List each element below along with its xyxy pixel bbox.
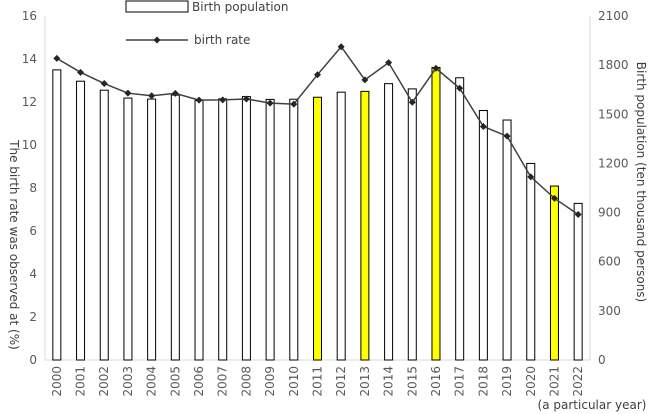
bar	[478, 110, 488, 361]
bar	[360, 90, 370, 361]
birth-rate-point	[550, 194, 558, 202]
x-tick-label: 2003	[121, 366, 135, 397]
right-axis-title: Birth population (ten thousand persons)	[634, 62, 648, 302]
bar	[431, 66, 441, 361]
bar	[76, 80, 86, 361]
birth-rate-point	[432, 64, 440, 72]
bar	[455, 77, 465, 361]
birth-rate-point	[361, 76, 369, 84]
birth-rate-point	[148, 92, 156, 100]
bar	[218, 98, 228, 361]
birth-rate-point	[408, 98, 416, 106]
right-tick-label: 600	[598, 255, 621, 269]
right-tick-label: 1500	[598, 107, 629, 121]
x-tick-label: 2001	[74, 366, 88, 397]
birth-rate-point	[53, 54, 61, 62]
legend: Birth population birth rate	[125, 0, 288, 47]
left-tick-label: 10	[22, 138, 37, 152]
x-tick-label: 2018	[476, 366, 490, 397]
birth-rate-point	[195, 96, 203, 104]
labels-layer: 0 2 4 6 8 10 12 14 16 0 300 600 900 1200 1500 1800 2100 2…	[22, 9, 629, 397]
x-tick-label: 2005	[168, 366, 182, 397]
x-tick-label: 2004	[145, 366, 159, 397]
birth-rate-point	[100, 80, 108, 88]
left-tick-label: 16	[22, 9, 37, 23]
birth-rate-point	[77, 68, 85, 76]
bar	[313, 96, 322, 361]
legend-swatch-birth-population	[125, 0, 189, 13]
birth-rate-point	[266, 99, 274, 107]
birth-rate-point	[124, 89, 132, 97]
bars-layer	[52, 66, 583, 361]
bar	[194, 100, 204, 361]
bar	[289, 98, 299, 361]
birth-rate-point	[456, 84, 464, 92]
bar	[526, 162, 536, 361]
x-tick-label: 2007	[216, 366, 230, 397]
x-tick-label: 2008	[239, 366, 253, 397]
birth-rate-point	[503, 132, 511, 140]
bar	[384, 83, 394, 361]
line-layer	[53, 43, 582, 218]
legend-label-birth-population: Birth population	[192, 0, 288, 14]
x-tick-label: 2015	[405, 366, 419, 397]
legend-label-birth-rate: birth rate	[194, 33, 250, 47]
left-tick-label: 14	[22, 52, 37, 66]
left-tick-label: 0	[29, 353, 37, 367]
birth-rate-point	[385, 59, 393, 67]
x-tick-label: 2000	[50, 366, 64, 397]
right-tick-label: 0	[598, 353, 606, 367]
bar	[573, 202, 583, 361]
legend-marker-birth-rate	[153, 36, 161, 44]
x-tick-label: 2022	[571, 366, 585, 397]
x-tick-label: 2011	[311, 366, 325, 397]
x-tick-label: 2002	[97, 366, 111, 397]
bar	[336, 91, 346, 361]
birth-rate-point	[242, 95, 250, 103]
birth-rate-point	[290, 100, 298, 108]
left-axis-title: The birth rate was observed at (%)	[7, 139, 21, 350]
bar	[123, 97, 133, 361]
left-tick-label: 8	[29, 181, 37, 195]
birth-rate-point	[171, 89, 179, 97]
birth-rate-point	[314, 71, 321, 79]
bar	[265, 98, 275, 361]
birth-rate-point	[574, 210, 582, 218]
x-tick-label: 2017	[453, 366, 467, 397]
bar	[241, 96, 251, 361]
x-tick-label: 2019	[500, 366, 514, 397]
bar	[99, 89, 109, 361]
x-tick-label: 2021	[547, 366, 561, 397]
x-tick-label: 2014	[382, 366, 396, 397]
birth-rate-point	[219, 96, 227, 104]
right-tick-label: 300	[598, 304, 621, 318]
right-tick-label: 1800	[598, 58, 629, 72]
bar	[502, 119, 512, 361]
bar	[147, 98, 157, 361]
x-tick-label: 2009	[263, 366, 277, 397]
x-tick-label: 2010	[287, 366, 301, 397]
left-tick-label: 12	[22, 95, 37, 109]
left-tick-label: 4	[29, 267, 37, 281]
bar	[170, 94, 180, 361]
x-tick-label: 2012	[334, 366, 348, 397]
birth-rate-point	[479, 123, 487, 131]
bar	[52, 69, 62, 361]
x-tick-label: 2006	[192, 366, 206, 397]
right-tick-label: 2100	[598, 9, 629, 23]
right-tick-label: 900	[598, 206, 621, 220]
birth-rate-point	[337, 43, 345, 51]
x-axis-title: (a particular year)	[538, 398, 647, 412]
bar	[407, 88, 417, 361]
left-tick-label: 6	[29, 224, 37, 238]
x-tick-label: 2020	[524, 366, 538, 397]
x-tick-label: 2013	[358, 366, 372, 397]
right-tick-label: 1200	[598, 156, 629, 170]
x-tick-label: 2016	[429, 366, 443, 397]
bar	[549, 185, 559, 361]
left-tick-label: 2	[29, 310, 37, 324]
birth-rate-point	[527, 173, 535, 181]
